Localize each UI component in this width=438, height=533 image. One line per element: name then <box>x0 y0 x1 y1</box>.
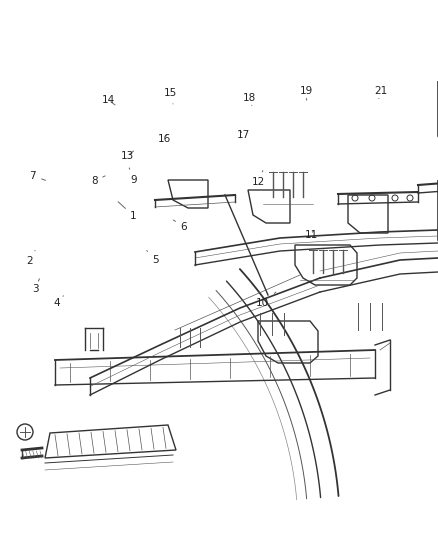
Text: 1: 1 <box>118 202 137 221</box>
Text: 13: 13 <box>120 151 134 161</box>
Text: 12: 12 <box>252 171 265 187</box>
Text: 4: 4 <box>53 296 64 308</box>
Text: 3: 3 <box>32 279 39 294</box>
Text: 14: 14 <box>102 95 115 105</box>
Text: 2: 2 <box>26 251 35 266</box>
Text: 19: 19 <box>300 86 313 100</box>
Text: 15: 15 <box>164 88 177 104</box>
Text: 7: 7 <box>29 171 46 181</box>
Text: 18: 18 <box>243 93 256 106</box>
Text: 21: 21 <box>374 86 388 99</box>
Text: 17: 17 <box>237 130 250 140</box>
Text: 9: 9 <box>129 168 137 184</box>
Text: 6: 6 <box>173 220 187 231</box>
Text: 5: 5 <box>147 251 159 265</box>
Text: 8: 8 <box>91 176 105 186</box>
Text: 11: 11 <box>304 230 318 239</box>
Text: 16: 16 <box>158 134 171 143</box>
Text: 10: 10 <box>256 292 276 308</box>
